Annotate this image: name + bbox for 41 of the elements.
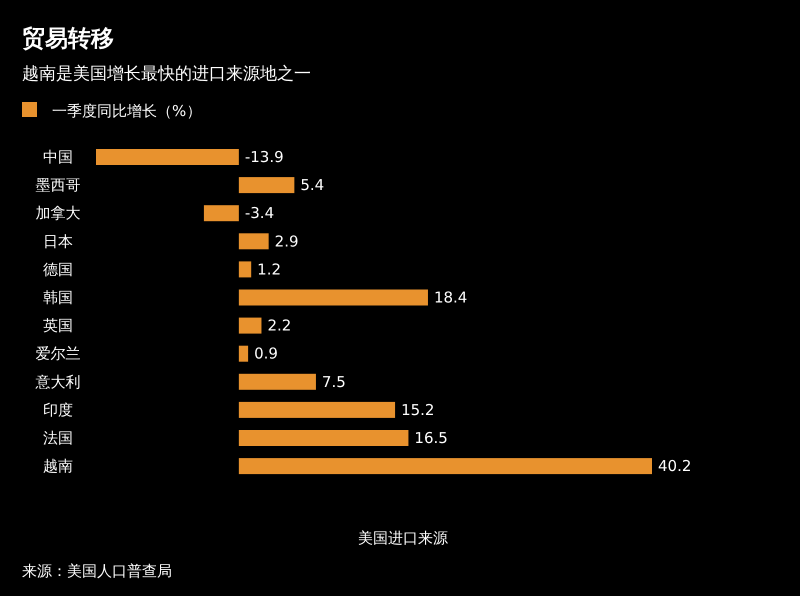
y-tick-label: 中国 (43, 148, 73, 166)
y-tick-label: 印度 (43, 400, 73, 419)
bar (238, 430, 408, 446)
bar (238, 318, 262, 334)
data-label: -13.9 (244, 148, 284, 166)
y-tick-label: 韩国 (43, 288, 73, 306)
y-tick-label: 爱尔兰 (36, 344, 80, 363)
chart-subtitle: 越南是美国增长最快的进口来源地之一 (22, 64, 311, 84)
bar (238, 233, 269, 250)
bar (204, 205, 239, 222)
y-tick-label: 越南 (43, 457, 73, 476)
y-tick-label: 日本 (43, 232, 73, 250)
data-label: 2.9 (274, 232, 299, 250)
data-label: -3.4 (244, 204, 274, 222)
legend-label: 一季度同比增长（%） (52, 102, 202, 120)
y-tick-label: 法国 (43, 429, 73, 447)
chart-title: 贸易转移 (22, 26, 114, 52)
y-tick-label: 加拿大 (36, 204, 80, 222)
bar (238, 261, 252, 278)
y-tick-label: 英国 (43, 316, 73, 335)
source-note: 来源：美国人口普查局 (22, 562, 172, 580)
data-label: 5.4 (300, 176, 324, 194)
y-tick-label: 墨西哥 (36, 176, 80, 194)
y-tick-label: 意大利 (34, 372, 80, 391)
y-tick-label: 德国 (43, 260, 73, 278)
data-label: 1.2 (257, 260, 282, 278)
data-label: 15.2 (401, 400, 434, 419)
data-label: 40.2 (658, 457, 692, 476)
data-label: 0.9 (254, 344, 278, 363)
bar (238, 290, 428, 306)
bar (238, 374, 316, 390)
bar (96, 149, 239, 165)
data-label: 7.5 (322, 372, 346, 391)
x-axis-title: 美国进口来源 (358, 529, 448, 547)
data-label: 18.4 (434, 288, 468, 306)
bar (238, 177, 294, 194)
data-label: 2.2 (267, 316, 292, 335)
data-label: 16.5 (414, 429, 448, 447)
bar (238, 458, 652, 474)
bar (238, 402, 396, 418)
bar (238, 346, 248, 362)
